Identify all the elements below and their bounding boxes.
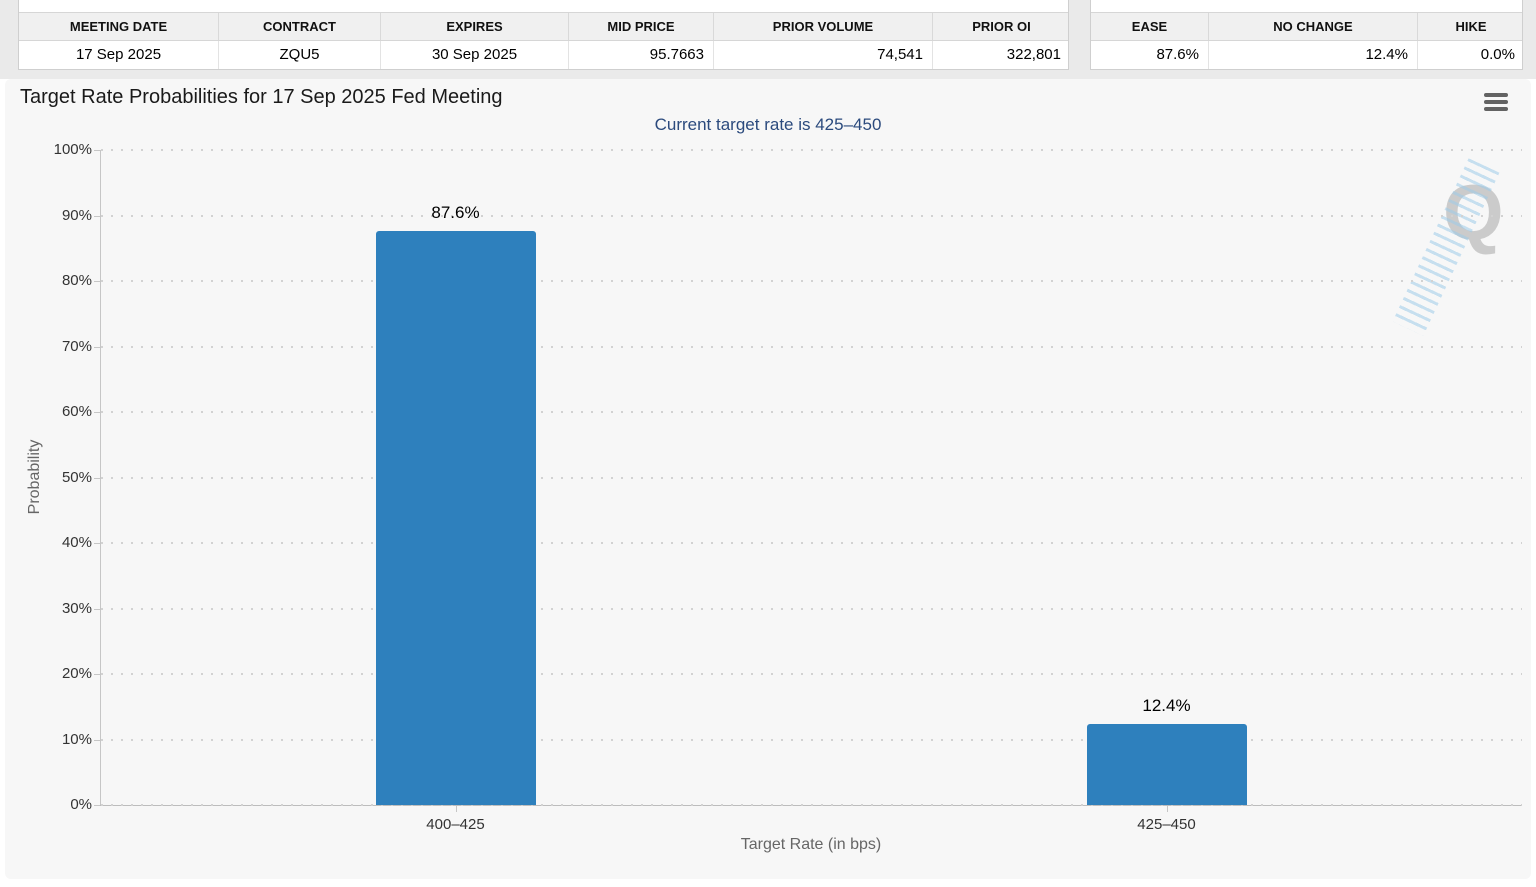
y-axis-tick <box>94 281 100 282</box>
y-axis-tick <box>94 739 100 741</box>
hamburger-icon <box>1484 93 1508 97</box>
y-gridline <box>101 345 1522 348</box>
y-axis-tick <box>94 150 100 151</box>
bar-data-label: 87.6% <box>431 203 480 223</box>
no-change-probability-value: 12.4% <box>1209 41 1418 69</box>
action-table-value-row: 87.6% 12.4% 0.0% <box>1091 41 1522 69</box>
y-axis-tick-label: 100% <box>53 141 92 158</box>
x-axis-tick <box>455 806 457 812</box>
contract-value: ZQU5 <box>219 41 381 69</box>
hamburger-icon <box>1484 100 1508 104</box>
y-axis-tick <box>94 543 100 544</box>
y-axis-tick-label: 70% <box>61 337 92 355</box>
y-axis-tick-label: 30% <box>61 599 92 617</box>
y-axis-tick <box>94 477 100 479</box>
x-axis-tick <box>1166 806 1168 812</box>
y-axis-tick <box>94 805 100 806</box>
table-top-strip <box>19 0 1068 13</box>
y-gridline <box>101 280 1522 282</box>
contract-table-value-row: 17 Sep 2025 ZQU5 30 Sep 2025 95.7663 74,… <box>19 41 1068 69</box>
x-axis-title: Target Rate (in bps) <box>740 836 882 853</box>
y-axis-tick-label: 20% <box>61 665 92 682</box>
y-axis-tick-label: 50% <box>61 468 92 486</box>
chart-subtitle: Current target rate is 425–450 <box>654 115 882 134</box>
col-header-meeting-date: MEETING DATE <box>19 13 219 40</box>
y-axis-tick <box>94 674 100 675</box>
hike-probability-value: 0.0% <box>1480 46 1515 63</box>
y-axis-tick <box>94 346 100 348</box>
y-axis-tick-label: 60% <box>61 403 92 420</box>
y-gridline <box>101 673 1522 675</box>
y-axis-tick-label: 80% <box>61 272 92 289</box>
col-header-contract: CONTRACT <box>219 13 381 40</box>
prior-volume-value: 74,541 <box>714 41 933 69</box>
rate-action-probability-table: EASE NO CHANGE HIKE 87.6% 12.4% 0.0% <box>1090 0 1523 70</box>
probability-bar[interactable] <box>375 231 536 805</box>
mid-price-value: 95.7663 <box>569 41 714 69</box>
action-table-header-row: EASE NO CHANGE HIKE <box>1091 13 1522 41</box>
y-gridline <box>101 738 1522 741</box>
probability-chart-panel: Target Rate Probabilities for 17 Sep 202… <box>5 79 1531 879</box>
y-axis-tick-label: 40% <box>61 534 92 551</box>
y-gridline <box>101 214 1522 217</box>
meeting-date-value: 17 Sep 2025 <box>19 41 219 69</box>
probability-bar[interactable] <box>1086 723 1247 805</box>
col-header-prior-volume: PRIOR VOLUME <box>714 13 933 40</box>
y-axis-tick-label: 0% <box>70 796 92 813</box>
col-header-hike: HIKE <box>1455 19 1487 34</box>
col-header-mid-price: MID PRICE <box>569 13 714 40</box>
y-gridline <box>101 149 1522 151</box>
prior-oi-value: 322,801 <box>1006 46 1061 63</box>
ease-probability-value: 87.6% <box>1091 41 1209 69</box>
expires-value: 30 Sep 2025 <box>381 41 569 69</box>
y-gridline <box>101 411 1522 413</box>
chart-menu-button[interactable] <box>1482 90 1510 114</box>
y-gridline <box>101 542 1522 544</box>
col-header-no-change: NO CHANGE <box>1209 13 1418 40</box>
y-axis-tick-label: 10% <box>61 730 92 748</box>
y-axis-tick-label: 90% <box>61 206 92 224</box>
chart-title: Target Rate Probabilities for 17 Sep 202… <box>20 86 503 108</box>
x-axis-category-label: 425–450 <box>1137 816 1196 833</box>
col-header-expires: EXPIRES <box>381 13 569 40</box>
contract-summary-table: MEETING DATE CONTRACT EXPIRES MID PRICE … <box>18 0 1069 70</box>
hamburger-icon <box>1484 107 1508 111</box>
bar-data-label: 12.4% <box>1142 695 1191 715</box>
x-axis-category-label: 400–425 <box>426 816 485 833</box>
y-axis-tick <box>94 412 100 413</box>
contract-table-header-row: MEETING DATE CONTRACT EXPIRES MID PRICE … <box>19 13 1068 41</box>
top-summary-band: MEETING DATE CONTRACT EXPIRES MID PRICE … <box>0 0 1536 79</box>
plot-area: Target Rate (in bps) Probability 0% 10% 20… <box>5 79 1531 879</box>
y-gridline <box>101 476 1522 479</box>
y-gridline <box>101 607 1522 610</box>
y-axis-tick <box>94 215 100 217</box>
table-top-strip <box>1091 0 1522 13</box>
y-axis-line <box>100 150 101 805</box>
y-axis-tick <box>94 608 100 610</box>
col-header-ease: EASE <box>1091 13 1209 40</box>
col-header-prior-oi: PRIOR OI <box>972 19 1031 34</box>
y-gridline <box>101 804 1522 806</box>
